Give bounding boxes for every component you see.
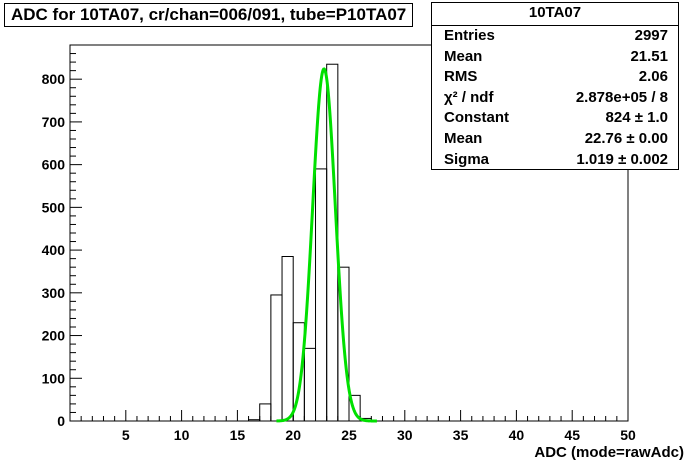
stats-row-chi2: χ² / ndf 2.878e+05 / 8 [432,88,678,109]
stats-row-fit-mean: Mean 22.76 ± 0.00 [432,129,678,150]
stats-value: 2.878e+05 / 8 [575,88,668,106]
axis-ticks: 5 10 15 20 25 30 35 40 45 50010020030040050060070… [42,53,636,443]
stats-row-mean: Mean 21.51 [432,47,678,68]
stats-box: 10TA07 Entries 2997 Mean 21.51 RMS 2.06 … [431,2,679,170]
y-tick-label: 0 [57,413,65,429]
stats-name: 10TA07 [432,3,678,26]
stats-value: 22.76 ± 0.00 [584,129,668,147]
histogram-bin [337,266,350,422]
histogram-bin [315,168,328,422]
y-tick-label: 700 [42,114,66,130]
x-tick-label: 40 [509,427,525,443]
histogram-bin [259,403,272,422]
fit-curve [276,67,377,423]
y-tick-label: 300 [42,285,66,301]
stats-value: 21.51 [630,47,668,65]
x-tick-label: 30 [397,427,413,443]
x-tick-label: 45 [564,427,580,443]
y-tick-label: 100 [42,370,66,386]
y-tick-label: 600 [42,157,66,173]
stats-key: Sigma [444,150,490,168]
stats-row-constant: Constant 824 ± 1.0 [432,108,678,129]
histogram-bin [348,394,361,422]
stats-value: 2997 [634,27,668,44]
x-tick-label: 5 [122,427,130,443]
stats-key: Constant [444,109,509,127]
x-tick-label: 15 [230,427,246,443]
y-tick-label: 800 [42,71,66,87]
histogram-bin [303,347,317,422]
y-tick-label: 200 [42,328,66,344]
stats-row-rms: RMS 2.06 [432,67,678,88]
x-tick-label: 35 [453,427,469,443]
x-tick-label: 50 [620,427,636,443]
stats-value: 1.019 ± 0.002 [576,150,668,168]
stats-key: Mean [444,129,483,147]
x-axis-title: ADC (mode=rawAdc) [534,444,684,461]
x-tick-label: 25 [341,427,357,443]
stats-value: 2.06 [638,68,668,86]
x-tick-label: 10 [174,427,190,443]
histogram-bin [270,294,283,422]
gaussian-fit [276,67,377,423]
stats-row-entries: Entries 2997 [432,26,678,47]
stats-key: χ² / ndf [444,88,494,106]
stats-key: RMS [444,68,478,86]
y-tick-label: 400 [42,242,66,258]
stats-key: Mean [444,47,483,65]
histogram-bin [281,256,294,422]
stats-value: 824 ± 1.0 [605,109,668,127]
stats-row-sigma: Sigma 1.019 ± 0.002 [432,150,678,171]
histogram-bin [248,419,261,422]
stats-key: Entries [444,27,495,44]
plot-title: ADC for 10TA07, cr/chan=006/091, tube=P1… [4,3,414,27]
x-tick-label: 20 [285,427,301,443]
y-tick-label: 500 [42,199,66,215]
